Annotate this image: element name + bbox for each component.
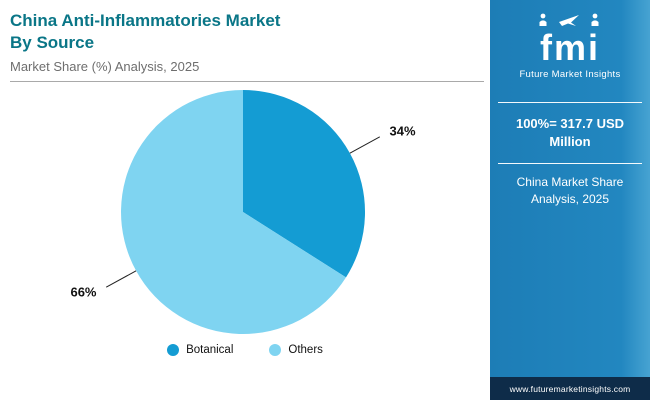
chart-area: China Anti-Inflammatories Market By Sour…	[0, 0, 490, 356]
pie-slice-others	[121, 89, 347, 334]
sidebar-divider-top	[498, 102, 642, 103]
legend-item-botanical: Botanical	[167, 343, 234, 356]
chart-legend: Botanical Others	[0, 343, 490, 356]
page-title-line1: China Anti-Inflammatories Market	[10, 11, 281, 30]
chart-header: China Anti-Inflammatories Market By Sour…	[0, 0, 490, 74]
pie-chart-wrap: 34% 66%	[0, 82, 490, 340]
leader-line-others	[105, 269, 137, 288]
website-footer: www.futuremarketinsights.com	[490, 377, 650, 400]
header-divider	[10, 80, 484, 82]
analysis-caption: China Market Share Analysis, 2025	[490, 174, 650, 208]
fmi-logo: fmi Future Market Insights	[490, 12, 650, 80]
legend-label-botanical: Botanical	[186, 343, 234, 356]
stat-line1: 100%= 317.7 USD	[515, 116, 625, 131]
legend-item-others: Others	[269, 343, 323, 356]
sidebar-divider-bottom	[498, 163, 642, 165]
pie-chart: 34% 66%	[70, 89, 416, 334]
pct-label-others: 66%	[70, 284, 96, 299]
pct-label-botanical: 34%	[390, 123, 416, 138]
page-title-line2: By Source	[10, 32, 95, 52]
pie-slice-botanical	[243, 89, 366, 277]
legend-dot-others	[269, 343, 282, 356]
market-total-stat: 100%= 317.7 USD Million	[490, 115, 650, 151]
chart-subtitle: Market Share (%) Analysis, 2025	[10, 58, 200, 74]
caption-line2: Analysis, 2025	[530, 192, 610, 207]
leader-line-botanical	[349, 135, 381, 154]
caption-line1: China Market Share	[516, 175, 624, 190]
website-url: www.futuremarketinsights.com	[509, 384, 631, 394]
brand-sidebar: fmi Future Market Insights 100%= 317.7 U…	[490, 0, 650, 400]
legend-dot-botanical	[167, 343, 180, 356]
logo-company-name: Future Market Insights	[519, 69, 621, 80]
logo-people-plane-icons	[539, 13, 599, 26]
logo-wordmark: fmi	[540, 27, 600, 68]
stat-line2: Million	[549, 134, 591, 150]
legend-label-others: Others	[288, 343, 323, 356]
